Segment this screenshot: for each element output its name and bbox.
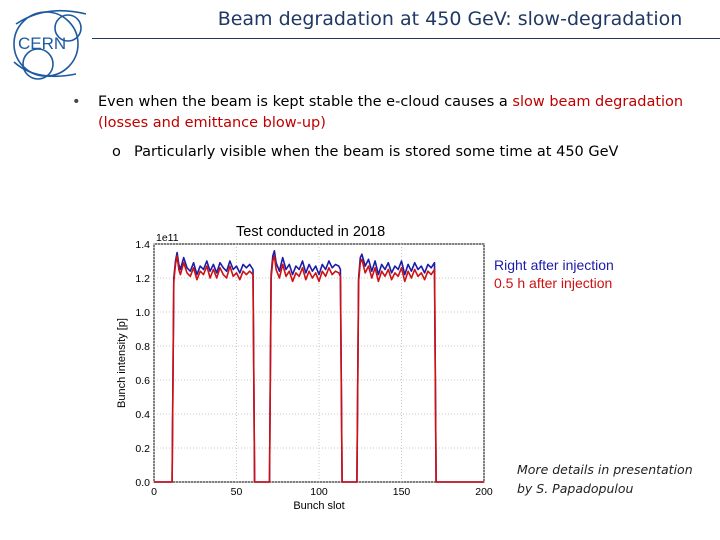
main-bullet-text: Even when the beam is kept stable the e-… [98, 92, 688, 134]
main-bullet-highlight: slow beam degradation (losses and emitta… [98, 94, 684, 131]
y-axis-label: Bunch intensity [p] [116, 318, 128, 408]
y-tick-label: 0.6 [135, 375, 150, 387]
x-tick-label: 50 [231, 486, 243, 498]
chart-title: Test conducted in 2018 [236, 224, 386, 240]
main-bullet-text-plain: Even when the beam is kept stable the e-… [98, 94, 513, 110]
bunch-intensity-chart: 0.0 0.2 0.4 0.6 0.8 1.0 1.2 1.4 0 50 100 150 200 1e11… [116, 232, 493, 512]
y-tick-label: 1.4 [135, 239, 150, 251]
y-tick-label: 1.0 [135, 307, 150, 319]
title-divider [92, 38, 720, 39]
y-multiplier-label: 1e11 [156, 232, 179, 244]
legend-entry-right-after-injection: Right after injection [494, 257, 614, 273]
x-tick-label: 0 [151, 486, 157, 498]
cern-logo-text: CERN [18, 34, 66, 53]
y-tick-label: 0.4 [135, 409, 150, 421]
series-line-1 [154, 249, 484, 483]
x-axis-label: Bunch slot [293, 500, 344, 512]
bullet-marker: • [72, 94, 81, 110]
y-tick-label: 0.2 [135, 443, 150, 455]
sub-bullet-marker: o [112, 144, 121, 160]
legend-entry-half-hour-after: 0.5 h after injection [494, 275, 613, 291]
chart-legend: Right after injection 0.5 h after inject… [494, 256, 614, 292]
x-tick-label: 150 [393, 486, 411, 498]
x-tick-label: 100 [310, 486, 328, 498]
sub-bullet-text: Particularly visible when the beam is st… [134, 144, 619, 160]
page-title: Beam degradation at 450 GeV: slow-degrad… [217, 8, 683, 30]
footnote-line-2: by S. Papadopulou [517, 481, 634, 496]
x-tick-label: 200 [475, 486, 493, 498]
y-tick-label: 0.8 [135, 341, 150, 353]
footnote: More details in presentation by S. Papad… [517, 460, 693, 498]
y-tick-label: 0.0 [135, 477, 150, 489]
series-line-2 [154, 255, 484, 483]
y-tick-label: 1.2 [135, 273, 150, 285]
cern-logo: CERN [13, 9, 87, 80]
footnote-line-1: More details in presentation [517, 462, 693, 477]
